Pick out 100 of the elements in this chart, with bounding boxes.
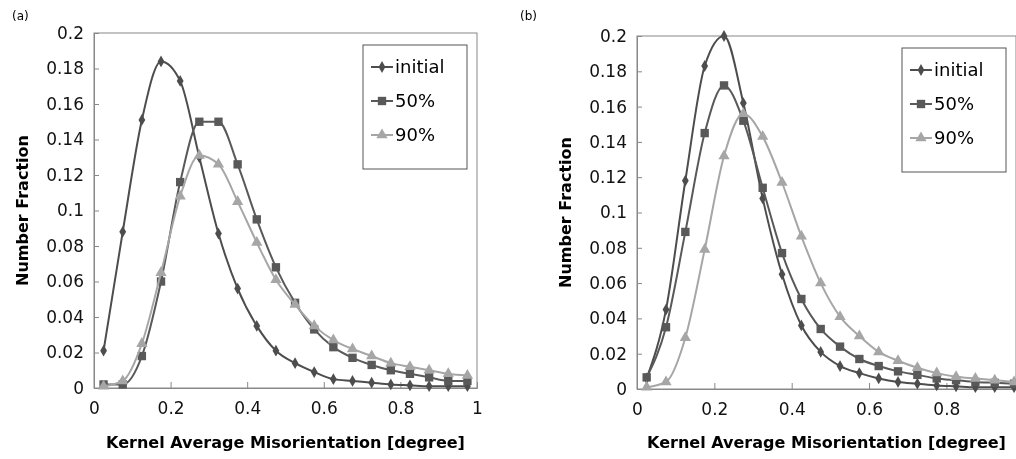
point (660, 375, 672, 386)
point (758, 183, 767, 192)
y-tick-label: 0.12 (589, 167, 627, 188)
x-tick-label: 0.6 (310, 398, 338, 419)
point (853, 329, 866, 340)
y-tick-label: 0.2 (599, 25, 627, 46)
point (195, 117, 204, 126)
chart-title: (a) (12, 9, 29, 23)
y-tick-label: 0.06 (46, 271, 84, 292)
x-tick-label: 0.6 (856, 399, 884, 420)
legend-label: initial (934, 59, 984, 80)
y-tick-label: 0.06 (589, 273, 627, 294)
y-tick-label: 0.04 (46, 306, 84, 327)
x-tick-label: 0.8 (933, 399, 961, 420)
point (136, 337, 148, 347)
point (193, 148, 205, 159)
y-tick-label: 0.1 (56, 200, 84, 221)
y-tick-label: 0.14 (46, 129, 84, 150)
x-tick-label: 0.2 (157, 398, 185, 419)
point (251, 235, 263, 246)
point (700, 128, 709, 138)
point (405, 369, 415, 378)
y-tick-label: 0.02 (46, 342, 84, 363)
point (719, 81, 729, 90)
legend-label: 90% (934, 127, 975, 148)
point (969, 371, 982, 382)
point (834, 310, 846, 320)
point (913, 370, 922, 380)
x-tick-label: 0 (632, 399, 643, 420)
point (155, 266, 167, 276)
point (252, 215, 261, 224)
point (444, 376, 453, 386)
point (855, 354, 864, 364)
y-axis-title: Number Fraction (13, 135, 32, 286)
point (679, 331, 691, 342)
y-tick-label: 0.16 (46, 93, 84, 114)
point (404, 360, 416, 370)
point (816, 324, 825, 334)
point (117, 374, 129, 385)
x-tick-label: 0 (89, 398, 100, 419)
point (911, 361, 924, 372)
y-tick-label: 0.08 (589, 237, 627, 258)
y-tick-label: 0.14 (589, 131, 627, 152)
point (777, 248, 787, 258)
point (737, 107, 749, 117)
x-tick-label: 0.2 (701, 399, 729, 420)
legend-label: initial (395, 56, 445, 77)
y-tick-label: 0.2 (56, 22, 84, 43)
y-tick-label: 0.08 (46, 235, 84, 256)
point (892, 354, 904, 365)
point (835, 342, 845, 351)
y-axis-title: Number Fraction (556, 137, 575, 288)
point (386, 366, 396, 375)
legend-label: 50% (395, 90, 436, 111)
point (214, 117, 223, 126)
point (174, 189, 186, 200)
x-axis-title: Kernel Average Misorientation [degree] (647, 433, 1006, 452)
point (931, 366, 943, 377)
point (718, 149, 730, 160)
point (270, 273, 282, 283)
point (346, 342, 359, 353)
legend-label: 90% (395, 124, 436, 145)
point (989, 373, 1001, 384)
point (699, 243, 711, 253)
point (797, 294, 806, 304)
point (308, 319, 320, 330)
point (231, 195, 244, 205)
point (366, 349, 378, 360)
point (815, 276, 827, 287)
point (661, 323, 671, 332)
point (348, 353, 357, 363)
legend-label: 50% (934, 93, 975, 114)
point (271, 263, 281, 272)
y-tick-label: 0.02 (589, 343, 627, 364)
point (461, 369, 474, 379)
x-axis-title: Kernel Average Misorientation [degree] (106, 433, 465, 452)
x-tick-label: 0.4 (778, 399, 806, 420)
point (873, 345, 885, 356)
point (423, 363, 435, 374)
point (739, 116, 748, 125)
point (681, 227, 690, 237)
point (795, 229, 807, 240)
point (233, 160, 242, 169)
point (212, 157, 225, 168)
point (424, 373, 434, 382)
y-tick-label: 0.12 (46, 164, 84, 185)
point (776, 175, 788, 186)
y-tick-label: 0.16 (589, 96, 627, 117)
x-tick-label: 1 (472, 398, 483, 419)
y-tick-label: 0.04 (589, 308, 627, 329)
y-tick-label: 0 (73, 377, 84, 398)
y-tick-label: 0.18 (46, 58, 84, 79)
point (329, 342, 338, 352)
text: (b) (520, 9, 537, 23)
x-tick-label: 0.8 (387, 398, 415, 419)
point (385, 356, 397, 367)
y-tick-label: 0.1 (599, 202, 627, 223)
point (950, 370, 962, 380)
point (641, 380, 653, 391)
y-tick-label: 0.18 (589, 61, 627, 82)
